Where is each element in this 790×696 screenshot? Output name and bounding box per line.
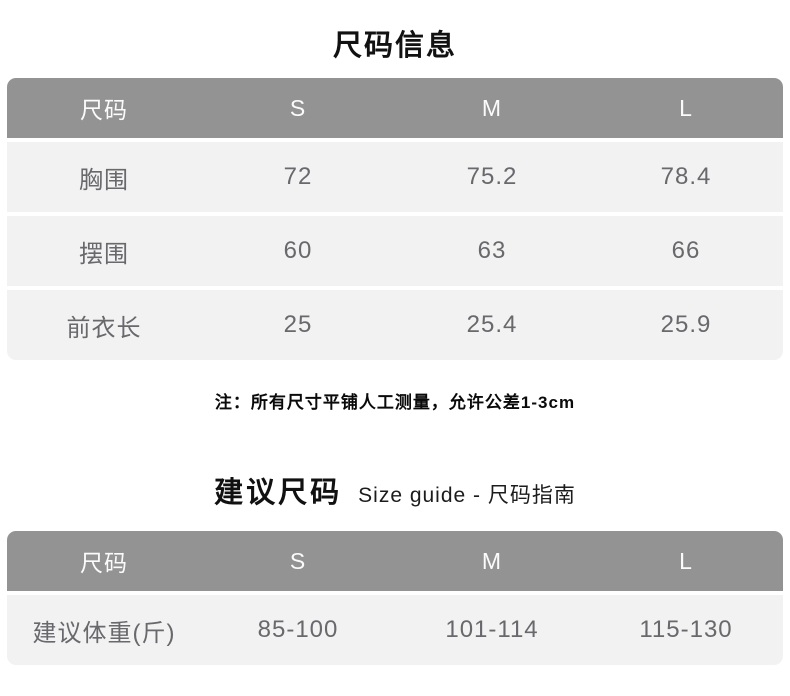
- hem-value-m: 63: [477, 237, 507, 264]
- hem-value-s: 60: [283, 237, 313, 264]
- row-label-suggested-weight: 建议体重(斤): [32, 619, 176, 647]
- suggested-weight-value-l: 115-130: [639, 616, 733, 643]
- hem-value-l: 66: [671, 237, 701, 264]
- size-info-title: 尺码信息: [332, 30, 457, 62]
- measurement-note: 注：所有尺寸平铺人工测量，允许公差1-3cm: [214, 393, 576, 412]
- table-row-chest: 胸围 72 75.2 78.4: [7, 142, 783, 212]
- size-info-col-header-size: 尺码: [80, 97, 128, 123]
- suggested-weight-value-s: 85-100: [257, 616, 339, 643]
- row-label-front-length: 前衣长: [66, 314, 142, 342]
- size-info-col-header-m: M: [481, 94, 503, 121]
- size-info-col-header-l: L: [679, 94, 693, 121]
- suggested-col-header-m: M: [481, 547, 503, 574]
- suggested-col-header-s: S: [289, 547, 307, 574]
- suggested-size-subtitle: Size guide - 尺码指南: [358, 484, 576, 507]
- chest-value-m: 75.2: [466, 163, 518, 190]
- suggested-size-table: 尺码 S M L 建议体重(斤) 85-100 101-114 115-130: [7, 531, 783, 665]
- row-label-hem: 摆围: [79, 240, 129, 268]
- front-length-value-m: 25.4: [466, 311, 518, 338]
- suggested-size-heading: 建议尺码 Size guide - 尺码指南: [0, 469, 790, 513]
- front-length-value-s: 25: [283, 311, 313, 338]
- suggested-col-header-l: L: [679, 547, 693, 574]
- size-info-table: 尺码 S M L 胸围 72 75.2 78.4 摆围 60 63 66 前衣长…: [7, 78, 783, 360]
- table-row-hem: 摆围 60 63 66: [7, 216, 783, 286]
- suggested-size-title: 建议尺码: [214, 477, 343, 509]
- table-row-suggested-weight: 建议体重(斤) 85-100 101-114 115-130: [7, 595, 783, 665]
- chest-value-l: 78.4: [660, 163, 712, 190]
- table-row-front-length: 前衣长 25 25.4 25.9: [7, 290, 783, 360]
- size-info-table-header-row: 尺码 S M L: [7, 78, 783, 138]
- suggested-col-header-size: 尺码: [80, 550, 128, 576]
- size-info-col-header-s: S: [289, 94, 307, 121]
- suggested-size-table-header-row: 尺码 S M L: [7, 531, 783, 591]
- suggested-weight-value-m: 101-114: [445, 616, 539, 643]
- row-label-chest: 胸围: [79, 166, 129, 194]
- front-length-value-l: 25.9: [660, 311, 712, 338]
- chest-value-s: 72: [283, 163, 313, 190]
